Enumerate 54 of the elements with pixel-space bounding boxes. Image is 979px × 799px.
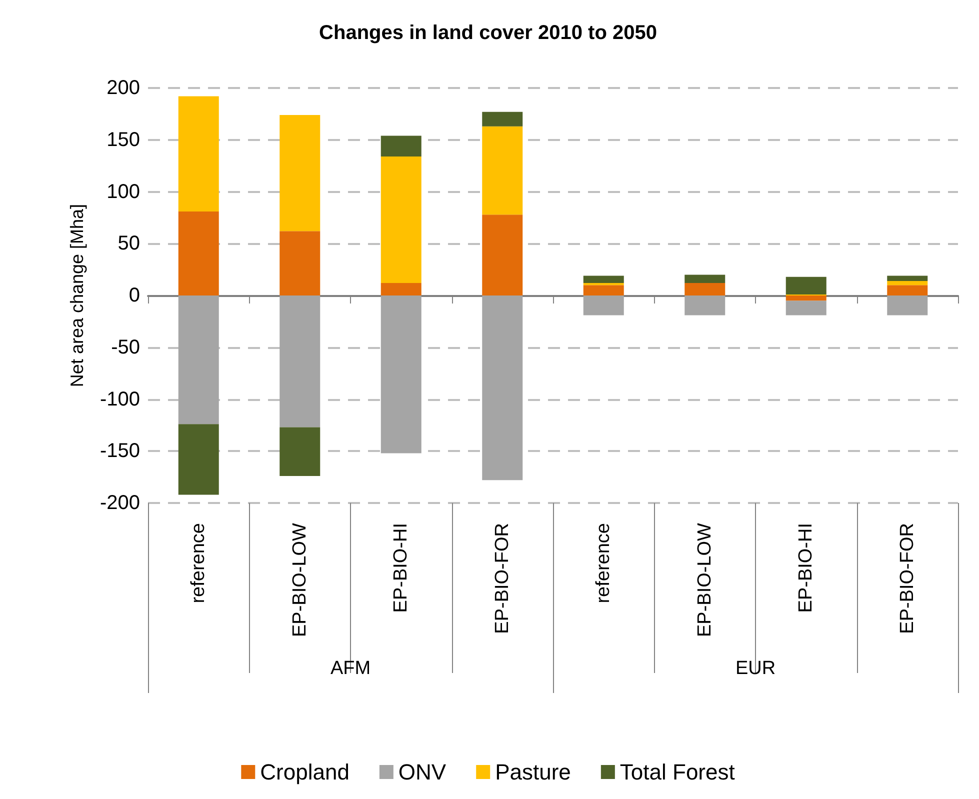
bar	[380, 296, 422, 454]
y-tick-label: 0	[128, 284, 140, 306]
legend-label: Total Forest	[620, 760, 735, 784]
legend-label: Pasture	[495, 760, 571, 784]
bar	[482, 126, 523, 215]
bar	[178, 96, 219, 212]
bar	[684, 283, 726, 296]
x-tick-label: EP-BIO-LOW	[694, 522, 716, 638]
bar	[380, 156, 422, 284]
bar	[684, 274, 726, 284]
bar	[482, 112, 523, 126]
bar	[583, 296, 624, 316]
text: AFM	[330, 658, 371, 679]
bar	[786, 276, 826, 294]
bar	[583, 276, 624, 284]
bar	[887, 296, 928, 316]
bar	[887, 280, 928, 286]
x-tick-label: EP-BIO-HI	[796, 523, 817, 613]
y-tick-label: -100	[100, 388, 140, 410]
bar	[786, 300, 826, 316]
chart-title: Changes in land cover 2010 to 2050	[319, 22, 657, 44]
bar	[380, 136, 422, 156]
y-tick-label: 150	[106, 128, 140, 151]
bar	[583, 285, 624, 296]
x-tick-label: reference	[188, 523, 210, 604]
legend-label: ONV	[398, 760, 446, 784]
bar	[280, 427, 320, 476]
x-tick-label: EP-BIO-FOR	[492, 523, 513, 634]
x-tick-label: EP-BIO-HI	[390, 523, 412, 613]
bar	[380, 283, 422, 296]
bar	[178, 424, 219, 495]
bar	[786, 296, 826, 301]
x-tick-label: EP-BIO-FOR	[896, 523, 918, 634]
bar	[280, 231, 320, 296]
bar	[482, 214, 523, 296]
y-tick-label: 200	[106, 77, 140, 99]
y-axis-title: Net area change [Mha]	[67, 204, 87, 388]
bar	[178, 296, 219, 424]
text: EUR	[735, 658, 776, 679]
legend-label: Cropland	[260, 760, 350, 784]
y-tick-label: -150	[100, 440, 140, 462]
y-tick-label: -50	[111, 336, 140, 358]
y-tick-label: 100	[106, 180, 140, 203]
bar	[684, 296, 726, 316]
bar	[887, 285, 928, 296]
bar	[482, 296, 523, 480]
bar	[887, 276, 928, 281]
bar	[280, 296, 320, 428]
x-tick-label: EP-BIO-LOW	[289, 522, 310, 638]
y-tick-label: 50	[118, 232, 140, 255]
bar	[178, 211, 219, 296]
y-tick-label: -200	[100, 492, 140, 514]
x-tick-label: reference	[593, 523, 614, 604]
bar	[280, 114, 320, 232]
